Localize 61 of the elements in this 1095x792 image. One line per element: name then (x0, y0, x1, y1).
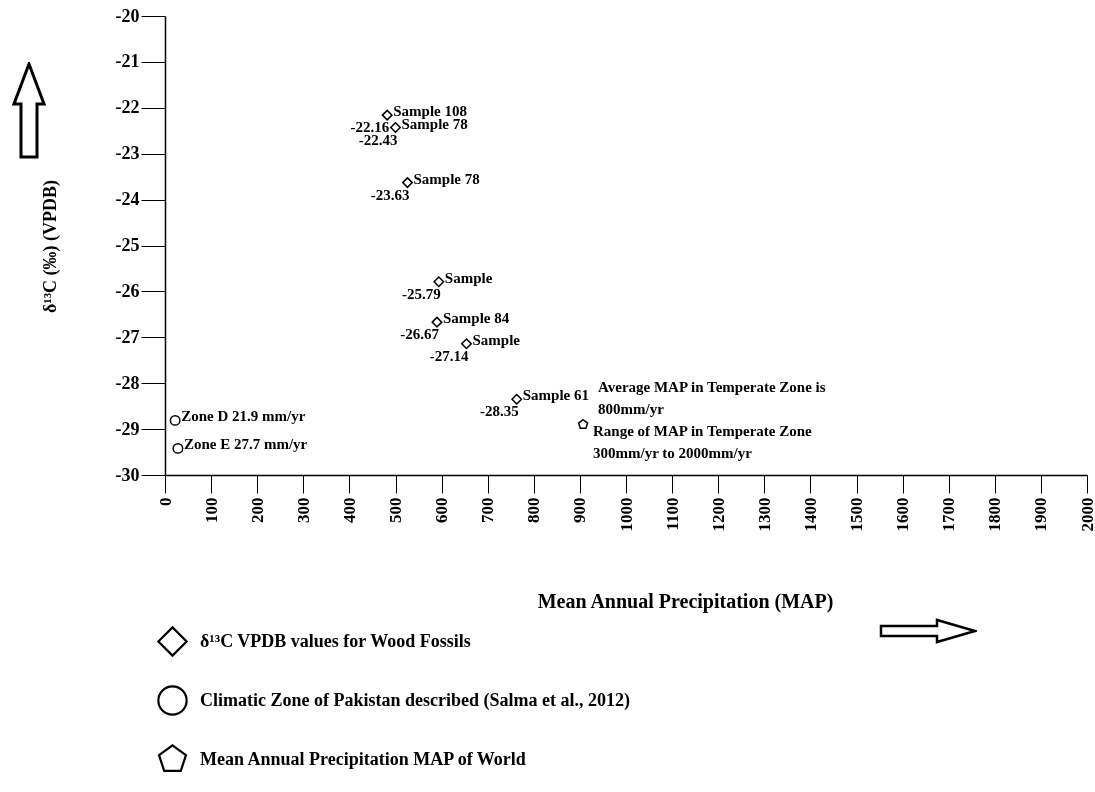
annotation: Sample 78 (413, 170, 480, 187)
x-tick-label: 800 (524, 497, 544, 523)
y-tick-label: -20 (115, 5, 140, 26)
y-tick-label: -30 (115, 464, 140, 485)
x-tick-label: 400 (339, 497, 359, 523)
annotation: Range of MAP in Temperate Zone 300mm/yr to 2000mm/yr (593, 423, 813, 461)
y-tick-label: -23 (115, 143, 140, 164)
data-label: -28.35 (479, 403, 519, 420)
annotation: Zone E 27.7 mm/yr (183, 436, 308, 453)
annotation: Sample 61 (522, 387, 590, 404)
x-tick-label: 1000 (616, 497, 636, 532)
annotation: Sample 84 (442, 310, 510, 327)
y-tick-label: -26 (115, 280, 140, 301)
y-tick-label: -29 (115, 418, 140, 439)
y-tick-label: -22 (115, 97, 140, 118)
point (172, 442, 184, 454)
data-label: -26.67 (400, 326, 440, 343)
x-tick-label: 300 (293, 497, 313, 523)
x-tick-label: 900 (570, 497, 590, 523)
y-tick-label: -28 (115, 372, 140, 393)
data-label: -27.14 (429, 347, 469, 364)
legend-label: Climatic Zone of Pakistan described (Salma et al., 2012) (200, 689, 630, 711)
legend-label: δ¹³C VPDB values for Wood Fossils (200, 630, 471, 651)
x-tick-label: 700 (478, 497, 498, 523)
point (169, 414, 181, 426)
annotation: Zone D 21.9 mm/yr (181, 408, 306, 425)
point (401, 177, 413, 189)
point (390, 122, 401, 134)
legend-label: Mean Annual Precipitation MAP of World (200, 748, 526, 769)
x-tick-label: 1100 (662, 497, 682, 531)
x-tick-label: 1700 (939, 497, 959, 532)
x-tick-label: 1500 (847, 497, 866, 532)
x-tick-label: 1600 (893, 497, 913, 532)
x-tick-label: 1800 (985, 497, 1005, 532)
x-tick-label: 1900 (1031, 497, 1051, 532)
x-tick-label: 0 (155, 497, 175, 506)
x-tick-label: 1400 (800, 497, 820, 532)
point (381, 109, 393, 121)
y-tick-label: -21 (115, 51, 140, 72)
x-tick-label: 100 (201, 497, 221, 523)
data-label: -23.63 (370, 186, 410, 203)
y-tick-label: -25 (115, 235, 140, 255)
point (431, 316, 443, 328)
x-tick-label: 1200 (708, 497, 728, 532)
y-axis-title: δ¹³C (‰) (VPDB) (39, 179, 61, 314)
x-tick-label: 2000 (1077, 497, 1095, 532)
data-label: -25.79 (402, 285, 441, 302)
x-tick-label: 200 (247, 497, 267, 523)
point (577, 419, 589, 430)
annotation: Average MAP in Temperate Zone is 800mm/yr (598, 379, 826, 417)
point (511, 393, 523, 405)
point (433, 276, 445, 288)
y-tick-label: -24 (115, 189, 140, 210)
point (461, 338, 472, 350)
annotation: Sample (472, 331, 521, 348)
annotation: Sample (444, 269, 493, 286)
x-axis-title: Mean Annual Precipitation (MAP) (537, 589, 834, 613)
x-tick-label: 600 (432, 497, 452, 523)
x-tick-label: 1300 (754, 497, 774, 532)
y-tick-label: -27 (115, 326, 140, 347)
x-tick-label: 500 (386, 497, 405, 523)
